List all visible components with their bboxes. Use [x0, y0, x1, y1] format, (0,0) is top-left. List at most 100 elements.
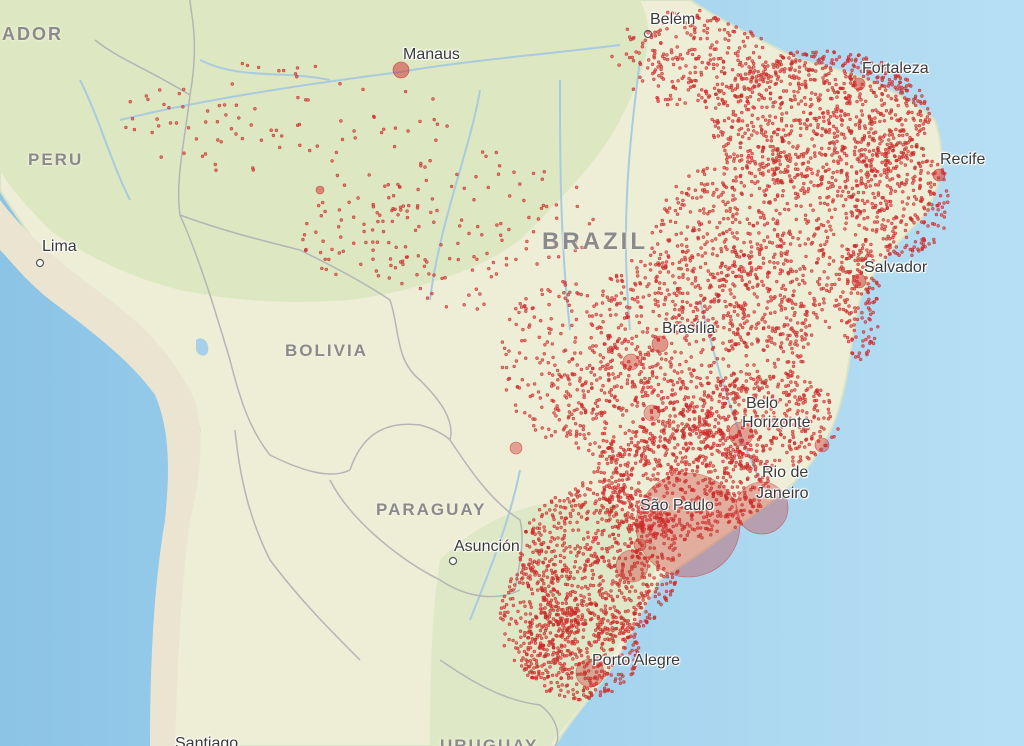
density-point [875, 220, 880, 224]
density-point [566, 640, 571, 644]
density-point [741, 384, 745, 388]
density-point [764, 245, 768, 250]
density-point [794, 75, 799, 79]
density-point [571, 499, 576, 503]
density-point [692, 405, 696, 409]
density-point [840, 254, 844, 259]
density-point [808, 97, 813, 102]
density-point [838, 86, 842, 91]
density-point [604, 682, 608, 687]
density-point [631, 671, 635, 675]
density-point [765, 275, 770, 279]
density-point [770, 121, 775, 126]
density-point [618, 628, 622, 632]
density-point [582, 595, 586, 599]
density-point [901, 190, 905, 194]
density-point [793, 191, 798, 196]
density-point [654, 375, 659, 380]
density-point [573, 487, 578, 491]
density-point [632, 635, 636, 639]
density-point [826, 417, 831, 421]
density-point [781, 128, 786, 132]
density-point [767, 287, 772, 292]
density-point [502, 594, 507, 599]
density-point [702, 211, 706, 215]
density-point [712, 190, 716, 195]
density-point [665, 447, 669, 452]
density-point [802, 393, 806, 397]
density-point [873, 195, 877, 200]
density-point [910, 137, 915, 142]
density-point [607, 399, 612, 403]
density-point [832, 135, 837, 139]
density-point [874, 230, 878, 234]
density-point [592, 511, 596, 515]
density-point [601, 289, 605, 293]
density-point [806, 426, 810, 431]
density-point [675, 380, 680, 385]
density-point [560, 616, 564, 620]
density-point [581, 635, 585, 639]
density-point [673, 446, 677, 450]
density-point [798, 455, 803, 459]
density-point [923, 119, 927, 123]
density-point [561, 611, 565, 615]
density-point [618, 301, 622, 305]
density-point [592, 304, 596, 308]
density-point [779, 119, 784, 123]
density-point [797, 70, 801, 74]
density-point [764, 134, 768, 139]
density-point [552, 411, 556, 415]
density-point [763, 130, 768, 134]
density-point [543, 606, 547, 610]
density-point [555, 404, 559, 408]
density-point [752, 463, 756, 467]
density-point [931, 207, 935, 211]
density-point [942, 201, 946, 205]
density-point [668, 401, 672, 405]
density-point [636, 446, 640, 450]
density-point [683, 386, 688, 390]
density-point [806, 166, 810, 170]
density-point [880, 83, 884, 88]
density-point [799, 204, 803, 209]
density-point [768, 377, 773, 381]
density-point [539, 548, 544, 552]
density-point [614, 275, 619, 279]
density-point [547, 643, 551, 647]
density-point [611, 598, 615, 603]
density-point [600, 431, 605, 436]
density-point [573, 503, 578, 508]
density-point [868, 135, 872, 139]
density-point [735, 485, 740, 489]
density-point [673, 350, 677, 354]
density-point [644, 428, 649, 432]
density-point [793, 175, 797, 180]
density-point [553, 604, 558, 609]
density-point [826, 407, 831, 411]
density-point [774, 436, 779, 440]
density-point [592, 470, 596, 474]
density-point [688, 303, 693, 307]
density-point [630, 259, 634, 263]
density-point [544, 550, 548, 554]
density-point [759, 246, 764, 251]
density-point [801, 345, 806, 349]
density-point [742, 301, 747, 305]
density-point [739, 249, 743, 254]
density-point [835, 169, 839, 174]
density-point [857, 126, 862, 130]
density-point [908, 247, 912, 252]
density-point [879, 173, 883, 177]
density-point [685, 334, 689, 338]
density-point [772, 228, 777, 232]
density-point [580, 598, 584, 603]
density-point [917, 88, 922, 93]
density-point [640, 394, 645, 399]
density-point [503, 632, 507, 636]
density-point [669, 465, 673, 469]
density-point [609, 510, 613, 514]
density-point [666, 462, 670, 467]
density-point [555, 656, 559, 660]
